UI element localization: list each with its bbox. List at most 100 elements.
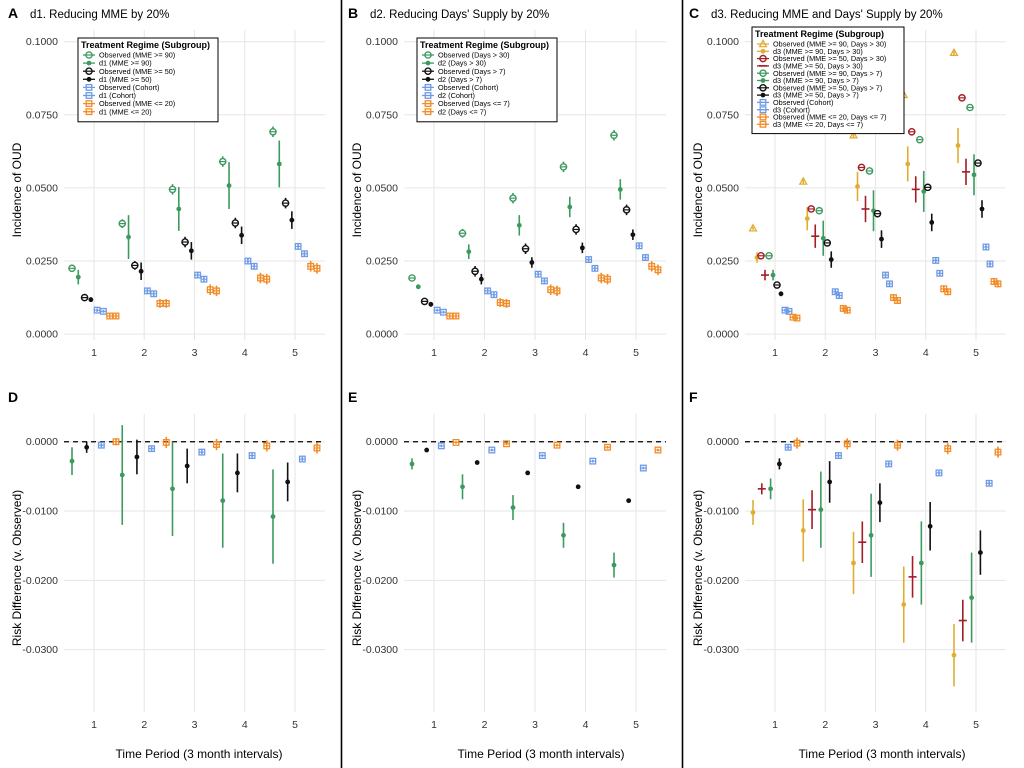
x-tick-label: 2 (141, 347, 147, 359)
data-point (949, 47, 959, 57)
legend-item-label: d3 (MME >= 50, Days > 7) (773, 91, 859, 100)
data-point (226, 183, 232, 188)
legend-title: Treatment Regime (Subgroup) (81, 40, 210, 50)
data-point (415, 284, 421, 290)
data-point (828, 257, 834, 262)
data-point (929, 220, 935, 225)
legend-item-label: d2 (Days > 7) (438, 75, 482, 84)
y-tick-label: -0.0200 (362, 575, 398, 587)
plot-incidence-d2: 0.0000 0.0250 0.0500 0.0750 0.1000 1 2 3 4 5 Treat… (366, 30, 666, 359)
y-tick-label: -0.0100 (362, 506, 398, 518)
data-point (285, 479, 291, 485)
data-point (778, 291, 784, 297)
data-point (951, 652, 957, 658)
x-tick-label: 2 (822, 347, 828, 359)
x-tick-label: 4 (242, 719, 248, 731)
legend-item-label: Observed (Cohort) (773, 98, 833, 107)
x-tick-label: 1 (91, 719, 97, 731)
legend-item-label: d3 (MME >= 90, Days > 7) (773, 76, 859, 85)
legend-box (751, 26, 905, 135)
legend-box (416, 37, 558, 123)
panel-letter: F (689, 389, 698, 405)
legend: Treatment Regime (Subgroup)Observed (MME… (751, 26, 905, 135)
y-tick-label: 0.0250 (366, 256, 398, 268)
y-tick-label: 0.0000 (707, 329, 739, 341)
data-point (170, 486, 175, 492)
panel-letter: D (8, 389, 18, 405)
y-axis-label: Incidence of OUD (10, 142, 24, 237)
y-axis-label: Risk Difference (v. Observed) (691, 490, 705, 646)
x-tick-label: 2 (822, 719, 828, 731)
y-axis-label: Risk Difference (v. Observed) (10, 490, 24, 646)
data-point (818, 507, 824, 513)
data-point (800, 528, 806, 533)
x-tick-label: 1 (91, 347, 97, 359)
panel-title: d1. Reducing MME by 20% (30, 9, 169, 21)
data-point (575, 484, 581, 490)
legend-item-label: Observed (MME >= 90) (99, 51, 175, 60)
panel-letter: C (689, 5, 699, 21)
y-axis-label: Risk Difference (v. Observed) (350, 490, 364, 646)
x-tick-label: 4 (923, 347, 929, 359)
panel-title: d3. Reducing MME and Days' Supply by 20% (711, 9, 943, 21)
x-tick-label: 4 (242, 347, 248, 359)
legend-item-label: d2 (Days <= 7) (438, 107, 486, 116)
x-tick-label: 5 (633, 347, 639, 359)
panel-letter: B (348, 5, 358, 21)
legend-item-label: Observed (Cohort) (438, 83, 498, 92)
legend-key-marker (760, 92, 766, 98)
legend: Treatment Regime (Subgroup)Observed (Day… (416, 37, 558, 123)
legend-item-label: d3 (MME >= 50, Days > 30) (773, 62, 863, 71)
data-point (777, 461, 782, 467)
data-point (561, 532, 566, 538)
x-tick-label: 2 (482, 347, 488, 359)
y-tick-label: -0.0200 (703, 575, 739, 587)
y-tick-label: 0.0250 (707, 256, 739, 268)
y-tick-label: -0.0100 (703, 506, 739, 518)
data-point (626, 498, 632, 504)
panel-title: d2. Reducing Days' Supply by 20% (370, 9, 549, 21)
legend-item-label: d1 (MME <= 20) (99, 107, 152, 116)
legend-item-label: d1 (Cohort) (99, 91, 136, 100)
y-tick-label: 0.0000 (707, 436, 739, 448)
x-tick-label: 5 (973, 719, 979, 731)
x-tick-label: 3 (873, 347, 879, 359)
legend-item-label: Observed (Days > 7) (438, 67, 506, 76)
data-point (126, 234, 131, 240)
data-point (184, 463, 190, 469)
legend-item-label: d3 (Cohort) (773, 105, 810, 114)
data-point (428, 301, 434, 307)
data-point (918, 560, 924, 566)
legend-key-marker (425, 60, 431, 66)
y-tick-label: -0.0200 (22, 575, 58, 587)
plot-risk-difference-d3: -0.0300 -0.0200 -0.0100 0.0000 1 2 3 4 5 (703, 414, 1006, 731)
data-point (409, 461, 415, 467)
data-point (289, 217, 295, 223)
data-point (525, 470, 531, 476)
x-tick-label: 1 (431, 347, 437, 359)
y-tick-label: 0.0500 (366, 182, 398, 194)
legend-item-label: d2 (Cohort) (438, 91, 475, 100)
legend-key-marker (86, 60, 92, 66)
x-tick-label: 3 (532, 347, 538, 359)
legend-item-label: Observed (MME >= 50, Days > 30) (773, 54, 886, 63)
x-axis-label: Time Period (3 month intervals) (116, 747, 283, 761)
data-point (748, 223, 758, 232)
data-point (955, 143, 961, 148)
y-tick-label: 0.0750 (707, 109, 739, 121)
data-point (220, 498, 226, 504)
x-tick-label: 2 (141, 719, 147, 731)
x-tick-label: 4 (923, 719, 929, 731)
legend-item-label: d1 (MME >= 90) (99, 59, 152, 68)
data-point (88, 297, 94, 303)
data-point (75, 274, 81, 280)
data-point (978, 550, 983, 556)
legend-item-label: d3 (MME <= 20, Days <= 7) (773, 120, 863, 129)
data-point (239, 232, 245, 238)
y-tick-label: 0.0000 (366, 436, 398, 448)
data-point (84, 444, 90, 450)
legend-item-label: d1 (MME >= 50) (99, 75, 152, 84)
x-tick-label: 5 (292, 719, 298, 731)
data-point (460, 484, 465, 490)
x-tick-label: 5 (973, 347, 979, 359)
